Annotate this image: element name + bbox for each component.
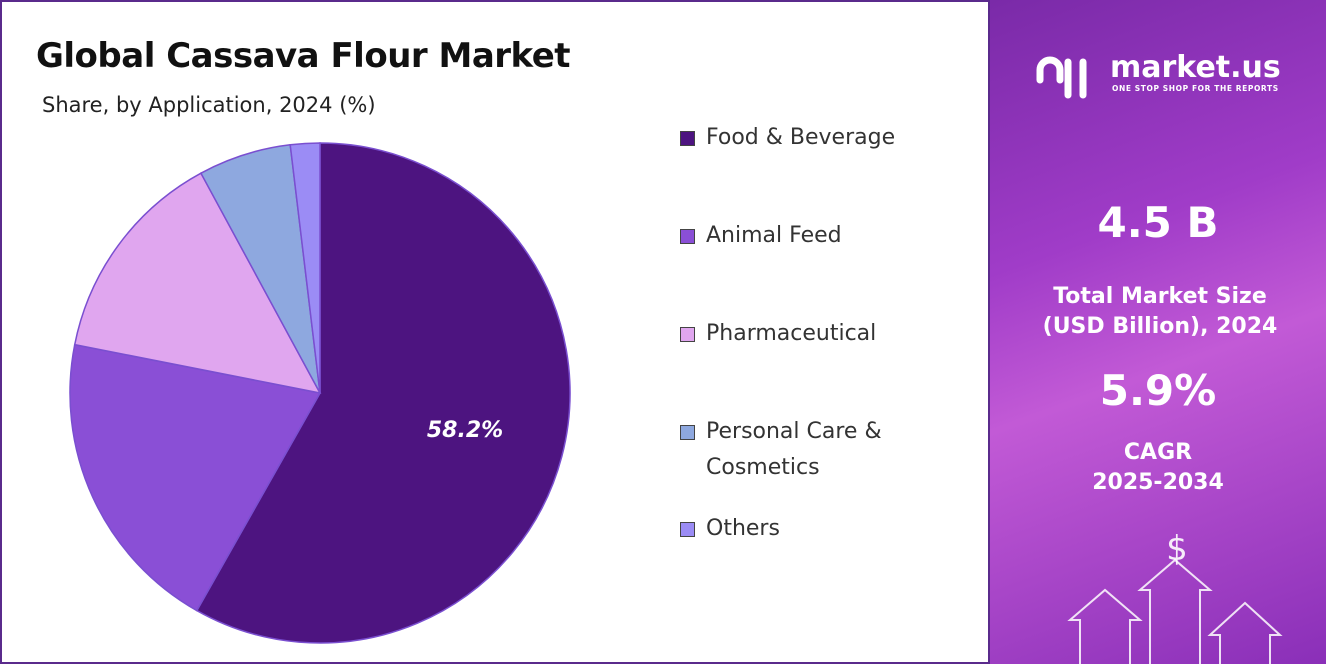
chart-title: Global Cassava Flour Market (36, 36, 571, 76)
legend-label: Pharmaceutical (706, 321, 877, 346)
brand: market.us (1110, 50, 1281, 85)
cagr: 5.9% (1099, 366, 1217, 415)
data-label: 58.2% (427, 418, 503, 443)
decor: $ (1036, 56, 1283, 664)
pie-slice (73, 172, 322, 395)
pie-chart: 58.2% (69, 142, 571, 644)
legend-swatch (680, 327, 695, 342)
legend-label: Personal Care & Cosmetics (706, 419, 882, 480)
info-panel: $ (990, 0, 1326, 664)
legend-swatch (680, 425, 695, 440)
tagline: ONE STOP SHOP FOR THE REPORTS (1112, 84, 1279, 93)
svg-text:$: $ (1166, 529, 1188, 569)
legend-swatch (680, 229, 695, 244)
legend-swatch (680, 131, 695, 146)
market-size: 4.5 B (1097, 198, 1219, 247)
legend-item: Pharmaceutical (680, 321, 920, 352)
market-size-label: Total Market Size (USD Billion), 2024 (1042, 284, 1278, 339)
legend-swatch (680, 522, 695, 537)
legend-label: Food & Beverage (706, 125, 896, 150)
legend-label: Others (706, 516, 780, 541)
cagr-period: 2025-2034 (1092, 470, 1224, 495)
legend-item: Animal Feed (680, 223, 920, 254)
pie-slice (289, 142, 321, 394)
legend-item: Personal Care & Cosmetics (680, 419, 920, 486)
pie-slice (195, 142, 571, 644)
legend-item: Others (680, 516, 920, 547)
legend-label: Animal Feed (706, 223, 842, 248)
pie-slice (69, 343, 322, 612)
chart-subtitle: Share, by Application, 2024 (%) (42, 93, 376, 117)
cagr-label: CAGR (1123, 440, 1193, 465)
legend-item: Food & Beverage (680, 125, 920, 156)
